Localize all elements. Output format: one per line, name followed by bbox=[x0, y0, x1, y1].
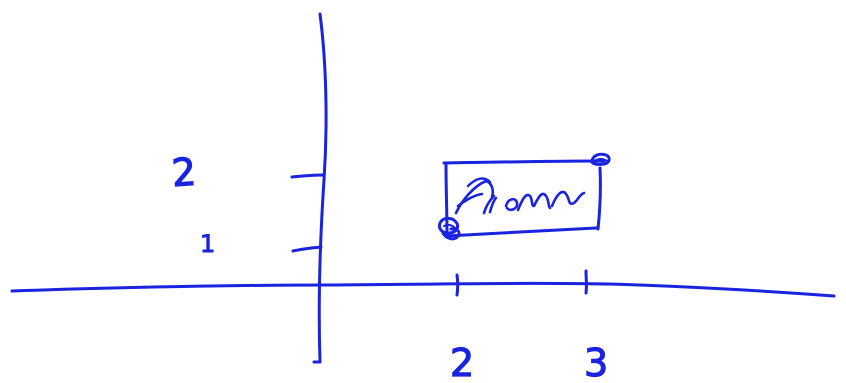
bounding-box bbox=[442, 159, 606, 238]
x-tick-2 bbox=[455, 273, 460, 297]
x-axis-line bbox=[10, 281, 836, 298]
y-tick-2 bbox=[290, 173, 326, 179]
corner-handle-top-right bbox=[590, 152, 611, 166]
x-tick-label-2: 2 bbox=[450, 341, 474, 383]
box-label-atom bbox=[454, 177, 586, 215]
corner-handle-bottom-left bbox=[438, 216, 461, 241]
x-tick-label-3: 3 bbox=[584, 341, 608, 383]
y-tick-label-1: 1 bbox=[200, 230, 215, 258]
y-tick-label-2: 2 bbox=[170, 150, 197, 196]
y-axis-line bbox=[312, 12, 328, 364]
y-tick-1 bbox=[291, 245, 323, 253]
